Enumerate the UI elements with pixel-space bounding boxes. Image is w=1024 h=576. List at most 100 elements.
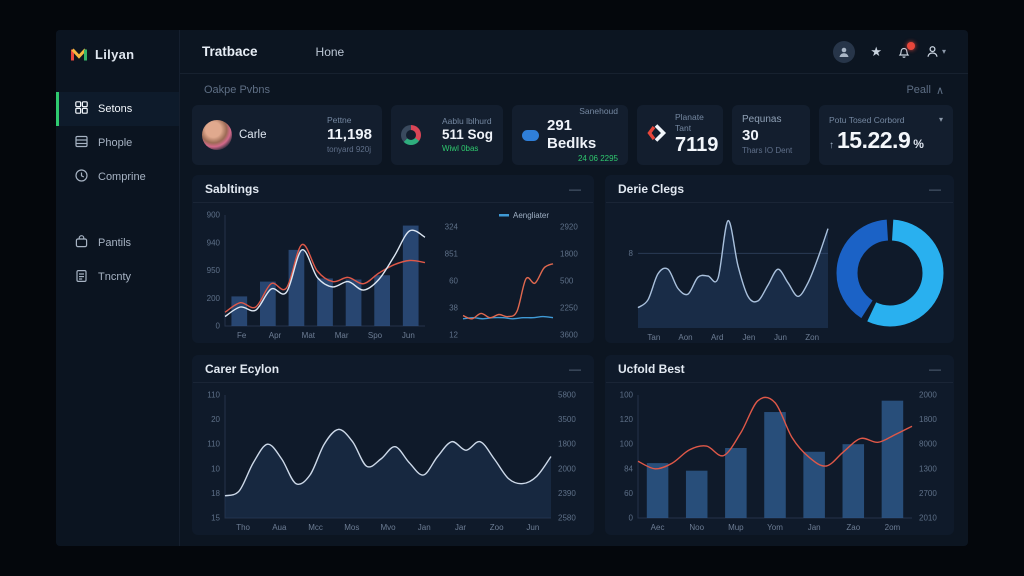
- svg-text:2920: 2920: [560, 223, 578, 232]
- sidebar-menu: Setons Phople Comprine Pantils Tncnty: [56, 92, 179, 294]
- stat-value: 291 Bedlks: [547, 116, 597, 153]
- stat-label: Aablu lblhurd: [441, 116, 492, 127]
- minimize-icon[interactable]: —: [929, 362, 941, 376]
- svg-text:2700: 2700: [919, 489, 937, 498]
- svg-text:0: 0: [216, 322, 221, 331]
- svg-text:120: 120: [620, 415, 634, 424]
- profile-toggle-label: Peall: [906, 84, 931, 96]
- stat-card-sog[interactable]: Aablu lblhurd 511 Sog Wiwl 0bas: [391, 105, 503, 165]
- sidebar-item-pantils[interactable]: Pantils: [56, 226, 179, 260]
- sidebar-item-label: Comprine: [98, 171, 146, 183]
- svg-text:1300: 1300: [919, 464, 937, 473]
- star-icon[interactable]: ★: [870, 43, 882, 59]
- profile-toggle[interactable]: Peall ∧: [906, 84, 944, 97]
- stat-label-line1: Planate: [675, 111, 704, 122]
- clock-icon: [74, 168, 89, 186]
- svg-text:Jen: Jen: [742, 333, 755, 342]
- svg-text:Jun: Jun: [774, 333, 787, 342]
- stat-value: 7119: [675, 134, 719, 157]
- breadcrumb: Oakpe Pvbns: [204, 84, 271, 96]
- logo-m-icon: [71, 48, 87, 61]
- svg-text:950: 950: [207, 266, 221, 275]
- stats-row: Carle Pettne 11,198 tonyard 920j Aablu l…: [192, 105, 954, 165]
- svg-text:20: 20: [211, 415, 220, 424]
- panel-title: Sabltings: [205, 182, 260, 196]
- sidebar-item-setons[interactable]: Setons: [56, 92, 179, 126]
- chevron-up-icon: ∧: [935, 84, 944, 97]
- svg-text:Spo: Spo: [368, 331, 383, 340]
- cloud-icon: [522, 129, 539, 141]
- derie-area-chart: 8 Tan Aon Ard Jen Jun Zon: [629, 219, 829, 342]
- logo[interactable]: Lilyan: [56, 30, 179, 70]
- notification-badge: [906, 41, 915, 50]
- arrow-up-icon: ↑: [829, 140, 834, 152]
- minimize-icon[interactable]: —: [929, 182, 941, 196]
- stat-value: 30: [742, 126, 759, 144]
- svg-text:Yom: Yom: [767, 523, 783, 532]
- svg-text:3500: 3500: [558, 415, 576, 424]
- sidebar-item-comprine[interactable]: Comprine: [56, 160, 179, 194]
- svg-text:500: 500: [560, 277, 574, 286]
- bag-icon: [74, 234, 89, 252]
- sidebar-item-label: Tncnty: [98, 271, 132, 283]
- svg-text:100: 100: [620, 391, 634, 400]
- stat-value: 15.22.9: [837, 127, 911, 154]
- svg-text:3600: 3600: [560, 331, 578, 340]
- user-avatar-icon[interactable]: [833, 40, 856, 63]
- notification-bell-icon[interactable]: [897, 41, 915, 59]
- sidebar-item-label: Setons: [98, 103, 133, 115]
- panel-carer-ecylon: Carer Ecylon — 110 20 110 10 18 15 5800 3500 180…: [192, 355, 594, 535]
- minimize-icon[interactable]: —: [569, 182, 581, 196]
- stat-user-name: Carle: [239, 129, 267, 141]
- donut-ring-icon: [401, 125, 421, 145]
- svg-text:Aec: Aec: [651, 523, 665, 532]
- sidebar-item-tncnty[interactable]: Tncnty: [56, 260, 179, 294]
- svg-text:900: 900: [207, 211, 221, 220]
- profile-menu-icon[interactable]: ▾: [926, 45, 946, 58]
- stat-card-rate[interactable]: Potu Tosed Corbord ▾ ↑ 15.22.9 %: [819, 105, 953, 165]
- svg-text:2000: 2000: [558, 464, 576, 473]
- svg-text:851: 851: [445, 250, 459, 259]
- page-title: Tratbace: [202, 44, 258, 59]
- carer-line-chart: 110 20 110 10 18 15 5800 3500 1800 2000 2390 2580 Th…: [207, 391, 576, 533]
- svg-text:Mos: Mos: [344, 523, 359, 532]
- minimize-icon[interactable]: —: [569, 362, 581, 376]
- svg-text:110: 110: [207, 440, 220, 449]
- svg-text:1800: 1800: [919, 415, 937, 424]
- panel-title: Ucfold Best: [618, 362, 685, 376]
- subbar: Oakpe Pvbns Peall ∧: [180, 77, 968, 103]
- svg-text:8: 8: [629, 249, 634, 258]
- svg-text:10: 10: [211, 464, 220, 473]
- stat-card-bedlks[interactable]: Sanehoud 291 Bedlks 24 06 2295: [512, 105, 628, 165]
- sabltings-bar-line-chart: 900 940 950 200 0 Fe Apr Mat Mar Spo Jun: [207, 211, 426, 340]
- svg-text:Ard: Ard: [711, 333, 723, 342]
- svg-text:Mat: Mat: [302, 331, 316, 340]
- svg-text:Zoo: Zoo: [490, 523, 504, 532]
- stat-subtext: Wiwl 0bas: [441, 143, 479, 153]
- arrows-icon: [647, 123, 667, 148]
- chevron-down-icon[interactable]: ▾: [938, 115, 943, 125]
- nav-home[interactable]: Hone: [315, 44, 345, 59]
- sidebar-item-phople[interactable]: Phople: [56, 126, 179, 160]
- stat-card-planate[interactable]: Planate Tant 7119: [637, 105, 723, 165]
- stat-card-pequnas[interactable]: Pequnas 30 Thars IO Dent: [732, 105, 810, 165]
- svg-text:Jan: Jan: [808, 523, 821, 532]
- stat-label: Pequnas: [742, 114, 782, 126]
- svg-text:0: 0: [629, 514, 634, 523]
- topbar-actions: ★ ▾: [833, 40, 946, 63]
- stat-card-pettne[interactable]: Carle Pettne 11,198 tonyard 920j: [192, 105, 382, 165]
- svg-text:1800: 1800: [560, 250, 578, 259]
- svg-text:2000: 2000: [919, 391, 937, 400]
- main-content: Tratbace Hone ★ ▾ Oakpe Pvbns Pe: [180, 30, 968, 546]
- svg-text:Jan: Jan: [418, 523, 431, 532]
- svg-text:Fe: Fe: [237, 331, 247, 340]
- stat-label: Sanehoud: [579, 105, 618, 116]
- stat-value: 511 Sog: [441, 126, 493, 142]
- stat-subtext: 24 06 2295: [577, 154, 618, 164]
- svg-text:Apr: Apr: [269, 331, 282, 340]
- chevron-down-icon: ▾: [941, 47, 946, 56]
- stat-unit: %: [913, 137, 924, 152]
- svg-text:38: 38: [449, 304, 458, 313]
- panel-ucfold-best: Ucfold Best — 100 120 100 84 60 0 2000 1800 8000…: [605, 355, 954, 535]
- svg-text:Aua: Aua: [272, 523, 287, 532]
